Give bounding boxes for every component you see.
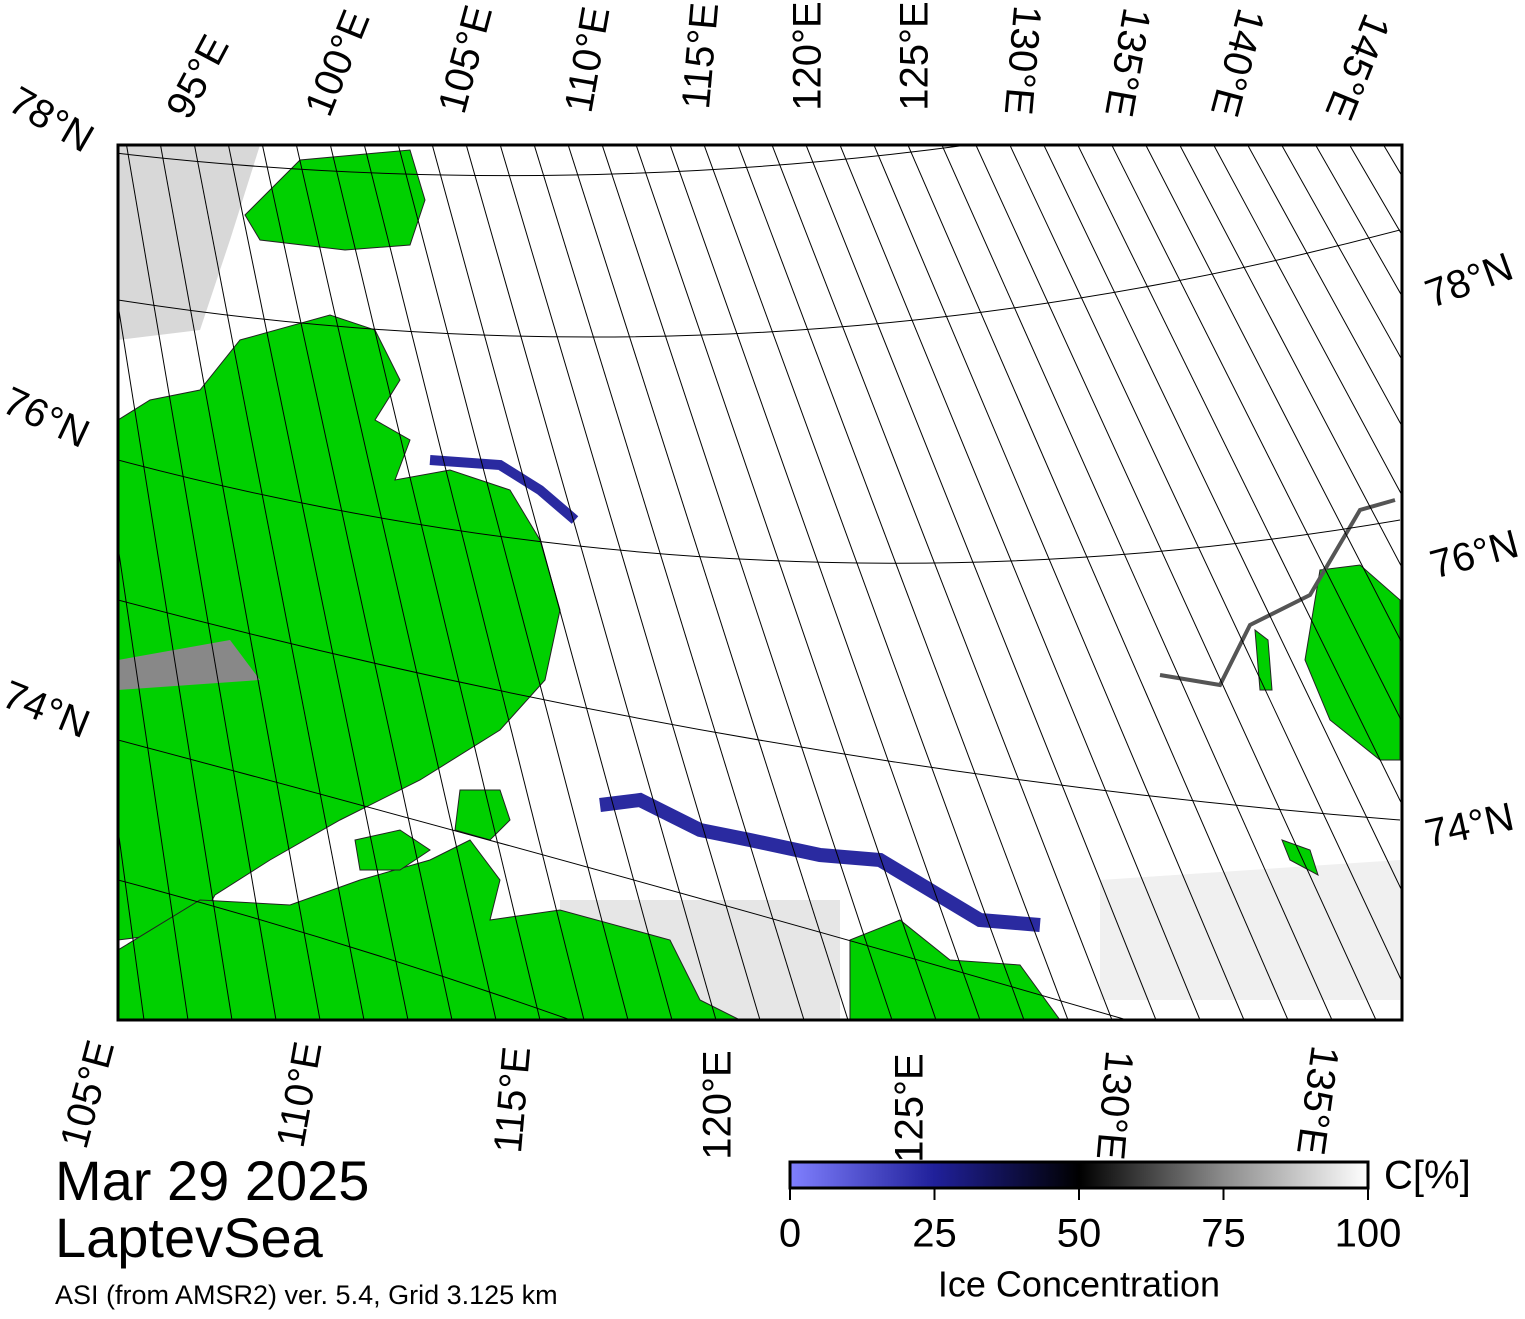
meridian <box>261 145 453 1020</box>
left-label: 76°N <box>0 379 96 457</box>
meridian <box>227 145 409 1020</box>
meridian <box>1111 145 1402 723</box>
map-frame <box>116 143 1404 1022</box>
meridian <box>159 145 321 1020</box>
right-label: 78°N <box>1420 245 1519 317</box>
meridian <box>0 60 100 1020</box>
left-label: 78°N <box>2 78 101 161</box>
meridian <box>397 145 629 1020</box>
meridian <box>533 145 805 1020</box>
top-label: 125°E <box>893 1 937 110</box>
top-label: 95°E <box>158 28 238 126</box>
meridian <box>975 145 1377 1020</box>
bottom-label: 105°E <box>52 1036 123 1153</box>
region: LaptevSea <box>55 1206 324 1269</box>
meridian <box>363 145 585 1020</box>
meridian <box>941 145 1333 1020</box>
map-area <box>0 60 1402 1020</box>
colorbar-tick-label: 75 <box>1201 1212 1246 1256</box>
meridian <box>1247 145 1402 428</box>
colorbar-label: Ice Concentration <box>938 1264 1220 1305</box>
meridian <box>1043 145 1402 893</box>
meridian <box>1213 145 1402 497</box>
parallel <box>118 739 1129 1020</box>
meridian <box>126 145 277 1020</box>
parallel <box>118 229 1401 338</box>
meridian <box>1145 145 1402 645</box>
meridian <box>907 145 1289 1020</box>
top-label: 140°E <box>1202 4 1273 121</box>
source: ASI (from AMSR2) ver. 5.4, Grid 3.125 km <box>55 1280 558 1310</box>
bottom-label: 125°E <box>888 1053 932 1162</box>
meridian <box>499 145 761 1020</box>
meridian <box>193 145 365 1020</box>
meridian <box>737 145 1069 1020</box>
bottom-label: 130°E <box>1088 1049 1141 1162</box>
meridian <box>1009 145 1402 983</box>
left-label: 74°N <box>0 673 96 747</box>
meridian <box>295 145 497 1020</box>
parallel <box>118 145 972 177</box>
colorbar-tick-label: 50 <box>1057 1212 1102 1256</box>
meridian <box>329 145 541 1020</box>
meridian <box>1281 145 1402 361</box>
colorbar-unit: C[%] <box>1384 1154 1471 1198</box>
parallel <box>118 599 1401 821</box>
meridian <box>669 145 981 1020</box>
parallel <box>118 879 573 1020</box>
colorbar-tick-label: 100 <box>1335 1212 1402 1256</box>
bottom-label: 135°E <box>1288 1043 1347 1157</box>
top-label: 130°E <box>996 4 1049 117</box>
meridian <box>771 145 1113 1020</box>
meridian <box>118 543 189 1020</box>
bottom-label: 115°E <box>486 1045 539 1155</box>
bottom-label: 120°E <box>696 1050 740 1159</box>
bottom-label: 110°E <box>269 1038 331 1150</box>
meridian <box>1179 145 1402 569</box>
meridian <box>1349 145 1402 236</box>
meridian <box>431 145 673 1020</box>
meridian <box>465 145 717 1020</box>
colorbar-tick-label: 0 <box>779 1212 801 1256</box>
top-label: 145°E <box>1316 8 1398 126</box>
top-label: 100°E <box>297 4 379 122</box>
top-label: 110°E <box>557 3 619 115</box>
parallel <box>118 459 1401 564</box>
top-label: 105°E <box>430 1 501 118</box>
meridian <box>839 145 1201 1020</box>
meridian <box>601 145 893 1020</box>
date: Mar 29 2025 <box>55 1149 369 1212</box>
meridian <box>1077 145 1402 806</box>
right-label: 76°N <box>1426 522 1524 588</box>
meridian <box>635 145 937 1020</box>
meridian <box>703 145 1025 1020</box>
meridian <box>567 145 849 1020</box>
meridian <box>805 145 1157 1020</box>
top-label: 115°E <box>674 1 727 111</box>
colorbar <box>788 1160 1370 1190</box>
meridian <box>1315 145 1402 298</box>
meridian <box>118 825 145 1020</box>
top-label: 120°E <box>786 1 830 110</box>
meridian <box>118 301 233 1020</box>
top-label: 135°E <box>1096 5 1158 120</box>
meridian <box>873 145 1245 1020</box>
right-label: 74°N <box>1421 795 1518 857</box>
colorbar-tick-label: 25 <box>912 1212 957 1256</box>
